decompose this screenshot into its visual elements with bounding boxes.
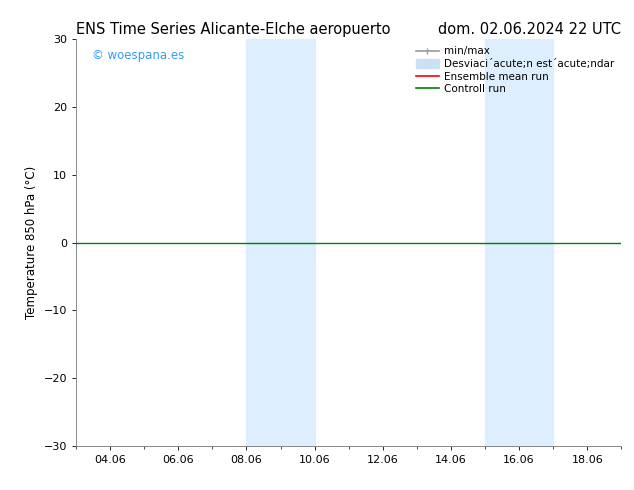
Legend: min/max, Desviaci´acute;n est´acute;ndar, Ensemble mean run, Controll run: min/max, Desviaci´acute;n est´acute;ndar…	[413, 45, 616, 97]
Text: dom. 02.06.2024 22 UTC: dom. 02.06.2024 22 UTC	[438, 22, 621, 37]
Text: ENS Time Series Alicante-Elche aeropuerto: ENS Time Series Alicante-Elche aeropuert…	[76, 22, 391, 37]
Text: © woespana.es: © woespana.es	[93, 49, 184, 62]
Bar	[247, 39, 314, 446]
Bar	[485, 39, 553, 446]
Y-axis label: Temperature 850 hPa (°C): Temperature 850 hPa (°C)	[25, 166, 38, 319]
